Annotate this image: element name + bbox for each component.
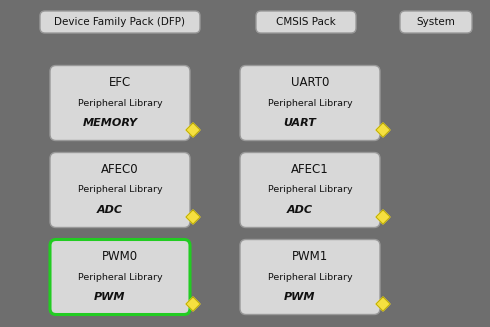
- Text: MEMORY: MEMORY: [82, 118, 138, 128]
- Text: Peripheral Library: Peripheral Library: [268, 272, 352, 282]
- Text: Peripheral Library: Peripheral Library: [268, 185, 352, 195]
- Text: System: System: [416, 17, 455, 27]
- FancyBboxPatch shape: [240, 152, 380, 228]
- Text: ADC: ADC: [97, 205, 123, 215]
- Text: Peripheral Library: Peripheral Library: [78, 98, 162, 108]
- Text: EFC: EFC: [109, 76, 131, 89]
- Text: PWM: PWM: [94, 292, 126, 302]
- FancyBboxPatch shape: [240, 65, 380, 141]
- Text: AFEC0: AFEC0: [101, 163, 139, 176]
- FancyBboxPatch shape: [256, 11, 356, 33]
- FancyBboxPatch shape: [240, 239, 380, 315]
- Text: AFEC1: AFEC1: [291, 163, 329, 176]
- Polygon shape: [186, 123, 200, 137]
- Text: PWM1: PWM1: [292, 250, 328, 263]
- Polygon shape: [376, 123, 390, 137]
- Text: Device Family Pack (DFP): Device Family Pack (DFP): [54, 17, 186, 27]
- Text: Peripheral Library: Peripheral Library: [78, 272, 162, 282]
- FancyBboxPatch shape: [50, 65, 190, 141]
- Text: PWM: PWM: [284, 292, 316, 302]
- Text: Peripheral Library: Peripheral Library: [268, 98, 352, 108]
- Polygon shape: [376, 297, 390, 311]
- Text: Peripheral Library: Peripheral Library: [78, 185, 162, 195]
- FancyBboxPatch shape: [50, 152, 190, 228]
- Polygon shape: [186, 210, 200, 224]
- FancyBboxPatch shape: [400, 11, 472, 33]
- FancyBboxPatch shape: [40, 11, 200, 33]
- Text: ADC: ADC: [287, 205, 313, 215]
- Text: PWM0: PWM0: [102, 250, 138, 263]
- Polygon shape: [186, 297, 200, 311]
- Text: UART: UART: [284, 118, 317, 128]
- Text: CMSIS Pack: CMSIS Pack: [276, 17, 336, 27]
- FancyBboxPatch shape: [50, 239, 190, 315]
- Polygon shape: [376, 210, 390, 224]
- Text: UART0: UART0: [291, 76, 329, 89]
